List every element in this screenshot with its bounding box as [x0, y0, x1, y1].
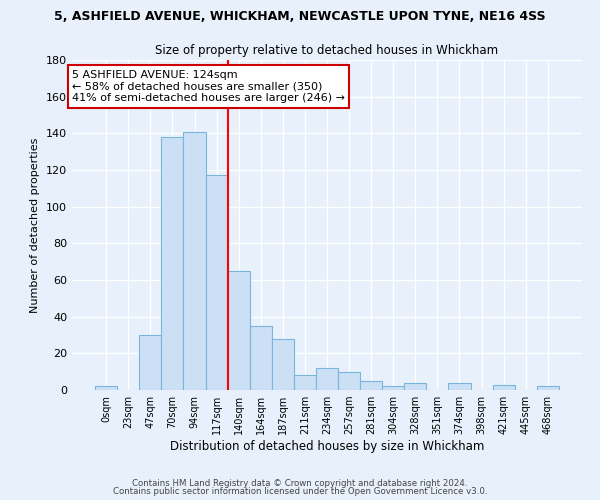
Bar	[360, 381, 382, 390]
Bar	[537, 386, 559, 390]
Y-axis label: Number of detached properties: Number of detached properties	[31, 138, 40, 312]
Text: 5 ASHFIELD AVENUE: 124sqm
← 58% of detached houses are smaller (350)
41% of semi: 5 ASHFIELD AVENUE: 124sqm ← 58% of detac…	[72, 70, 345, 103]
Bar	[250, 326, 272, 390]
Bar	[338, 372, 360, 390]
Bar	[493, 384, 515, 390]
Bar	[206, 176, 227, 390]
X-axis label: Distribution of detached houses by size in Whickham: Distribution of detached houses by size …	[170, 440, 484, 453]
Title: Size of property relative to detached houses in Whickham: Size of property relative to detached ho…	[155, 44, 499, 58]
Bar	[272, 338, 294, 390]
Bar	[316, 368, 338, 390]
Bar	[404, 382, 427, 390]
Text: Contains public sector information licensed under the Open Government Licence v3: Contains public sector information licen…	[113, 487, 487, 496]
Bar	[161, 137, 184, 390]
Bar	[95, 386, 117, 390]
Bar	[448, 382, 470, 390]
Bar	[227, 271, 250, 390]
Text: Contains HM Land Registry data © Crown copyright and database right 2024.: Contains HM Land Registry data © Crown c…	[132, 478, 468, 488]
Bar	[382, 386, 404, 390]
Bar	[294, 376, 316, 390]
Bar	[184, 132, 206, 390]
Text: 5, ASHFIELD AVENUE, WHICKHAM, NEWCASTLE UPON TYNE, NE16 4SS: 5, ASHFIELD AVENUE, WHICKHAM, NEWCASTLE …	[54, 10, 546, 23]
Bar	[139, 335, 161, 390]
